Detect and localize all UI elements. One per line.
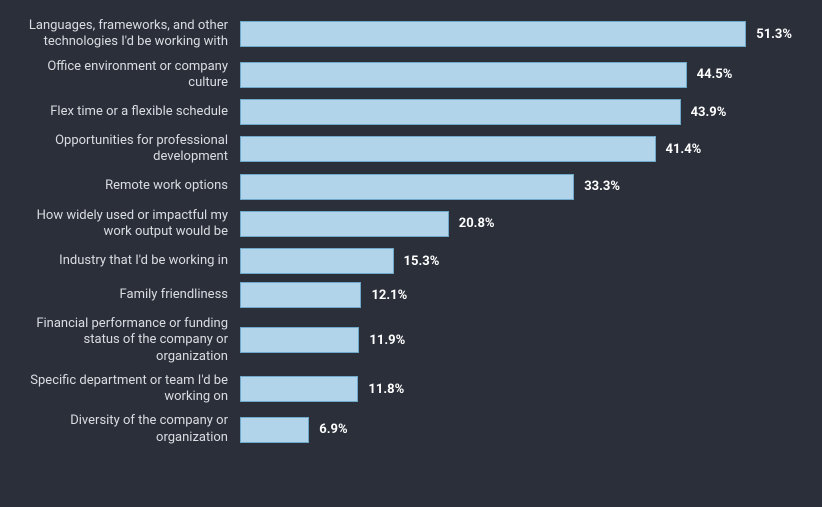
bar [240, 376, 358, 402]
bar [240, 327, 359, 353]
bar-cell: 6.9% [240, 417, 792, 443]
chart-row: Industry that I'd be working in 15.3% [10, 248, 792, 274]
bar-cell: 43.9% [240, 99, 792, 125]
bar-label: Languages, frameworks, and other technol… [10, 18, 240, 51]
bar-cell: 15.3% [240, 248, 792, 274]
bar [240, 417, 309, 443]
bar-label: How widely used or impactful my work out… [10, 208, 240, 241]
bar-cell: 20.8% [240, 211, 792, 237]
bar-cell: 33.3% [240, 174, 792, 200]
bar-value: 33.3% [584, 179, 620, 194]
bar-value: 41.4% [666, 142, 702, 157]
bar-label: Flex time or a flexible schedule [10, 104, 240, 120]
bar [240, 136, 656, 162]
bar-cell: 51.3% [240, 21, 792, 47]
bar-label: Specific department or team I'd be worki… [10, 373, 240, 406]
bar-value: 6.9% [319, 422, 347, 437]
bar [240, 174, 574, 200]
bar-value: 20.8% [459, 216, 495, 231]
chart-row: Family friendliness 12.1% [10, 282, 792, 308]
bar-label: Financial performance or funding status … [10, 316, 240, 365]
bar-value: 51.3% [756, 27, 792, 42]
chart-row: Opportunities for professional developme… [10, 133, 792, 166]
bar-value: 15.3% [404, 254, 440, 269]
bar-label: Diversity of the company or organization [10, 413, 240, 446]
bar-label: Industry that I'd be working in [10, 253, 240, 269]
bar [240, 99, 681, 125]
chart-row: Remote work options 33.3% [10, 174, 792, 200]
bar-value: 43.9% [691, 105, 727, 120]
bar [240, 62, 687, 88]
chart-row: Financial performance or funding status … [10, 316, 792, 365]
bar-label: Opportunities for professional developme… [10, 133, 240, 166]
bar [240, 282, 361, 308]
bar-cell: 11.8% [240, 376, 792, 402]
bar-label: Family friendliness [10, 287, 240, 303]
chart-row: Languages, frameworks, and other technol… [10, 18, 792, 51]
bar-cell: 44.5% [240, 62, 792, 88]
bar-label: Remote work options [10, 178, 240, 194]
bar-cell: 12.1% [240, 282, 792, 308]
chart-row: How widely used or impactful my work out… [10, 208, 792, 241]
bar-value: 12.1% [371, 288, 407, 303]
chart-row: Specific department or team I'd be worki… [10, 373, 792, 406]
bar [240, 248, 394, 274]
bar-cell: 11.9% [240, 327, 792, 353]
bar-value: 11.9% [369, 333, 405, 348]
bar-cell: 41.4% [240, 136, 792, 162]
horizontal-bar-chart: Languages, frameworks, and other technol… [0, 0, 822, 472]
bar [240, 21, 746, 47]
chart-row: Diversity of the company or organization… [10, 413, 792, 446]
bar-label: Office environment or company culture [10, 59, 240, 92]
chart-row: Office environment or company culture 44.… [10, 59, 792, 92]
chart-row: Flex time or a flexible schedule 43.9% [10, 99, 792, 125]
bar-value: 44.5% [697, 67, 733, 82]
bar [240, 211, 449, 237]
bar-value: 11.8% [368, 382, 404, 397]
